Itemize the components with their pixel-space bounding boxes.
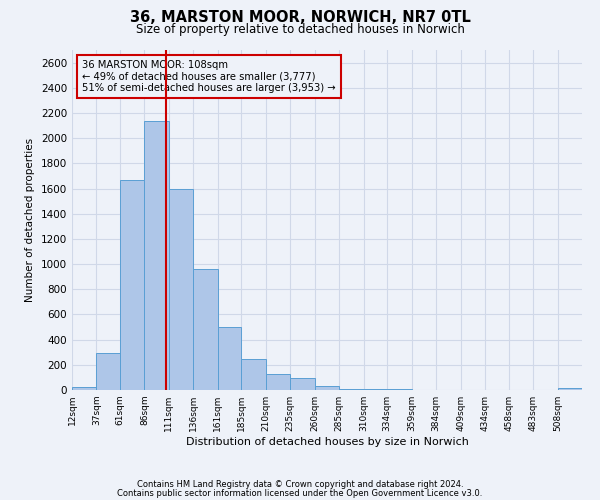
Bar (266, 374, 290, 390)
Text: 36 MARSTON MOOR: 108sqm
← 49% of detached houses are smaller (3,777)
51% of semi: 36 MARSTON MOOR: 108sqm ← 49% of detache… (82, 60, 336, 94)
Bar (339, 388, 364, 390)
Bar (218, 327, 241, 390)
Y-axis label: Number of detached properties: Number of detached properties (25, 138, 35, 302)
Bar (97, 353, 120, 390)
Text: 36, MARSTON MOOR, NORWICH, NR7 0TL: 36, MARSTON MOOR, NORWICH, NR7 0TL (130, 10, 470, 25)
Bar (557, 388, 582, 390)
Bar (241, 358, 266, 390)
Bar (315, 386, 339, 390)
Bar (120, 180, 145, 390)
X-axis label: Distribution of detached houses by size in Norwich: Distribution of detached houses by size … (185, 437, 469, 447)
Text: Contains public sector information licensed under the Open Government Licence v3: Contains public sector information licen… (118, 488, 482, 498)
Bar (145, 120, 169, 390)
Text: Size of property relative to detached houses in Norwich: Size of property relative to detached ho… (136, 22, 464, 36)
Text: Contains HM Land Registry data © Crown copyright and database right 2024.: Contains HM Land Registry data © Crown c… (137, 480, 463, 489)
Bar (290, 378, 315, 390)
Bar (193, 269, 218, 390)
Bar (364, 389, 387, 390)
Bar (169, 188, 193, 390)
Bar (72, 388, 97, 390)
